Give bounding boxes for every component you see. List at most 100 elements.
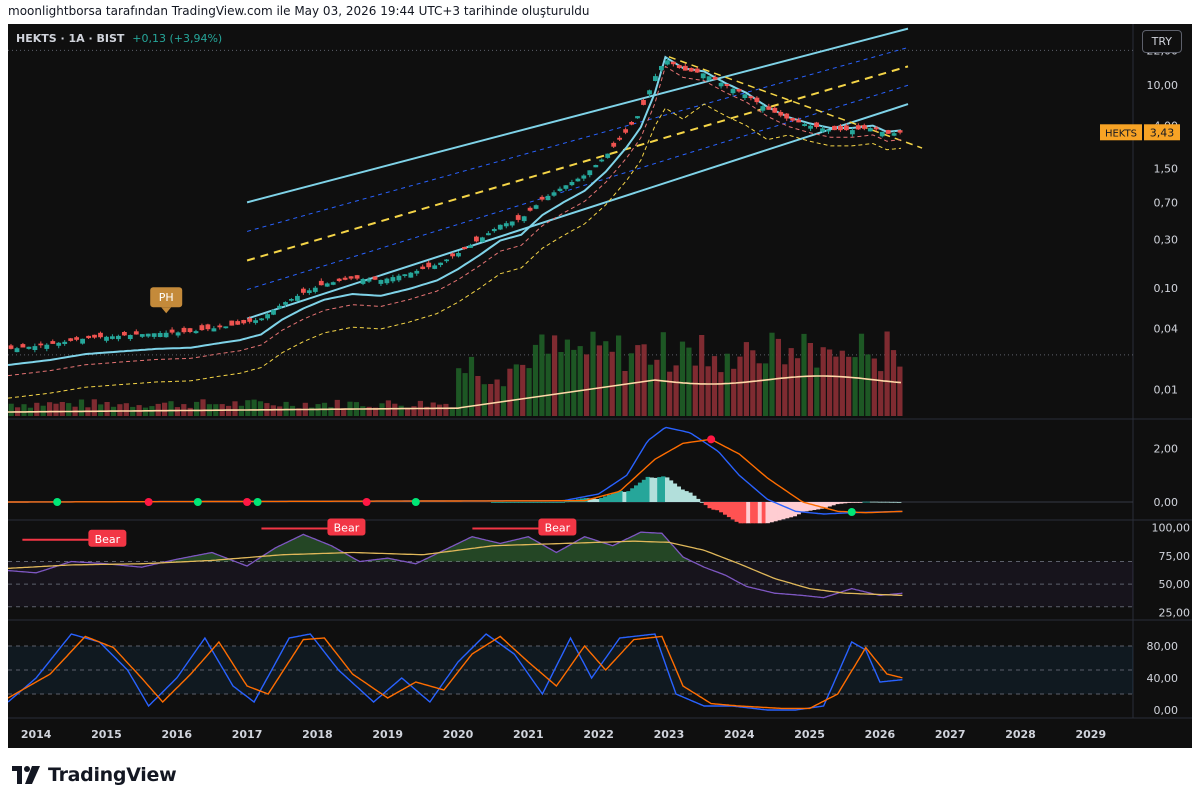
volume-bar: [603, 341, 609, 416]
candle-body: [420, 266, 426, 269]
macd-histogram-bar: [614, 491, 620, 502]
moving-average-yellow-dashed: [8, 103, 902, 399]
candle-body: [277, 305, 282, 309]
candle-body: [56, 342, 62, 346]
volume-bar: [884, 331, 890, 416]
macd-histogram-bar: [703, 502, 709, 506]
tradingview-logo[interactable]: TradingView: [12, 764, 177, 786]
bear-label-text: Bear: [334, 522, 360, 535]
time-axis-tick: 2020: [443, 728, 474, 741]
bear-divergence-label: Bear: [472, 518, 577, 536]
macd-histogram-bar: [645, 476, 650, 502]
candle-body: [653, 76, 658, 81]
candle-body: [647, 90, 652, 95]
symbol-title: HEKTS · 1A · BIST: [16, 32, 125, 45]
candle-body: [229, 320, 235, 326]
candle-body: [509, 221, 515, 226]
candle-body: [814, 122, 819, 127]
last-price-symbol: HEKTS: [1105, 128, 1137, 139]
volume-bar: [699, 335, 705, 416]
volume-bar: [743, 342, 749, 416]
volume-bar: [590, 331, 596, 416]
candle-body: [527, 207, 533, 211]
bear-label-text: Bear: [95, 533, 121, 546]
candle-body: [641, 100, 646, 105]
candle-body: [157, 333, 163, 337]
macd-histogram-bar: [491, 502, 496, 503]
volume-bar: [430, 402, 436, 416]
candle-body: [545, 195, 551, 201]
candle-body: [104, 336, 109, 341]
candle-body: [342, 277, 348, 280]
currency-button[interactable]: TRY: [1141, 30, 1182, 53]
macd-histogram-bar: [699, 502, 705, 503]
candle-body: [474, 236, 479, 242]
macd-histogram-bar: [831, 502, 836, 506]
candle-body: [74, 337, 79, 340]
candle-body: [808, 125, 813, 129]
volume-bar: [564, 339, 570, 416]
macd-bull-cross-dot: [53, 498, 62, 506]
stoch-axis-tick: 80,00: [1147, 640, 1179, 653]
time-axis-tick: 2022: [583, 728, 614, 741]
macd-histogram-bar: [750, 502, 755, 524]
macd-bear-cross-dot: [362, 498, 371, 506]
macd-histogram-bar: [897, 502, 902, 503]
candle-body: [348, 276, 354, 279]
macd-bull-cross-dot: [411, 498, 420, 506]
candle-body: [110, 336, 115, 339]
candle-body: [879, 131, 885, 137]
candle-body: [575, 178, 581, 182]
volume-bar: [47, 402, 53, 416]
macd-histogram-bar: [885, 501, 890, 503]
candle-body: [784, 113, 790, 119]
macd-histogram-bar: [510, 502, 515, 503]
candle-body: [826, 129, 831, 132]
volume-bar: [807, 343, 813, 416]
candle-body: [599, 159, 605, 162]
volume-bar: [379, 403, 385, 416]
candle-body: [778, 112, 784, 116]
macd-histogram-bar: [719, 502, 724, 513]
volume-bar: [78, 399, 85, 416]
candle-body: [372, 276, 378, 280]
volume-bar: [654, 359, 660, 416]
candle-body: [682, 65, 688, 71]
macd-bull-cross-dot: [193, 498, 202, 506]
macd-histogram-bar: [564, 501, 569, 503]
channel-lower-line: [246, 103, 909, 320]
macd-histogram-bar: [873, 501, 879, 503]
volume-bar: [616, 335, 622, 416]
macd-histogram-bar: [518, 502, 523, 503]
candle-body: [563, 185, 569, 189]
volume-bar: [334, 399, 340, 416]
volume-bar: [878, 371, 884, 416]
macd-histogram-bar: [626, 491, 631, 502]
candle-body: [635, 116, 640, 119]
volume-bar: [257, 401, 264, 416]
macd-histogram-bar: [684, 491, 689, 502]
price-axis-tick: 10,00: [1147, 79, 1179, 92]
volume-bar: [737, 356, 743, 416]
volume-bar: [168, 401, 174, 416]
macd-histogram-bar: [881, 501, 886, 503]
volume-bar: [820, 347, 826, 416]
volume-bar: [520, 364, 526, 416]
volume-bar: [123, 403, 129, 416]
candle-body: [593, 165, 599, 168]
candle-body: [408, 272, 414, 278]
volume-bar: [245, 400, 251, 416]
volume-bar: [296, 408, 302, 416]
candle-body: [133, 331, 139, 335]
macd-histogram-bar: [781, 502, 786, 520]
candle-body: [32, 346, 38, 350]
macd-histogram-bar: [769, 502, 774, 523]
chart-canvas[interactable]: PH30,0022,0010,004,001,500,700,300,100,0…: [8, 24, 1192, 748]
tradingview-logo-icon: [12, 766, 40, 784]
macd-histogram-bar: [541, 502, 546, 503]
moving-average-red-dashed: [8, 65, 902, 377]
symbol-legend[interactable]: HEKTS · 1A · BIST +0,13 (+3,94%): [16, 32, 222, 45]
bear-label-bg: [327, 518, 366, 536]
candle-body: [330, 282, 336, 285]
macd-histogram-bar: [811, 502, 817, 510]
